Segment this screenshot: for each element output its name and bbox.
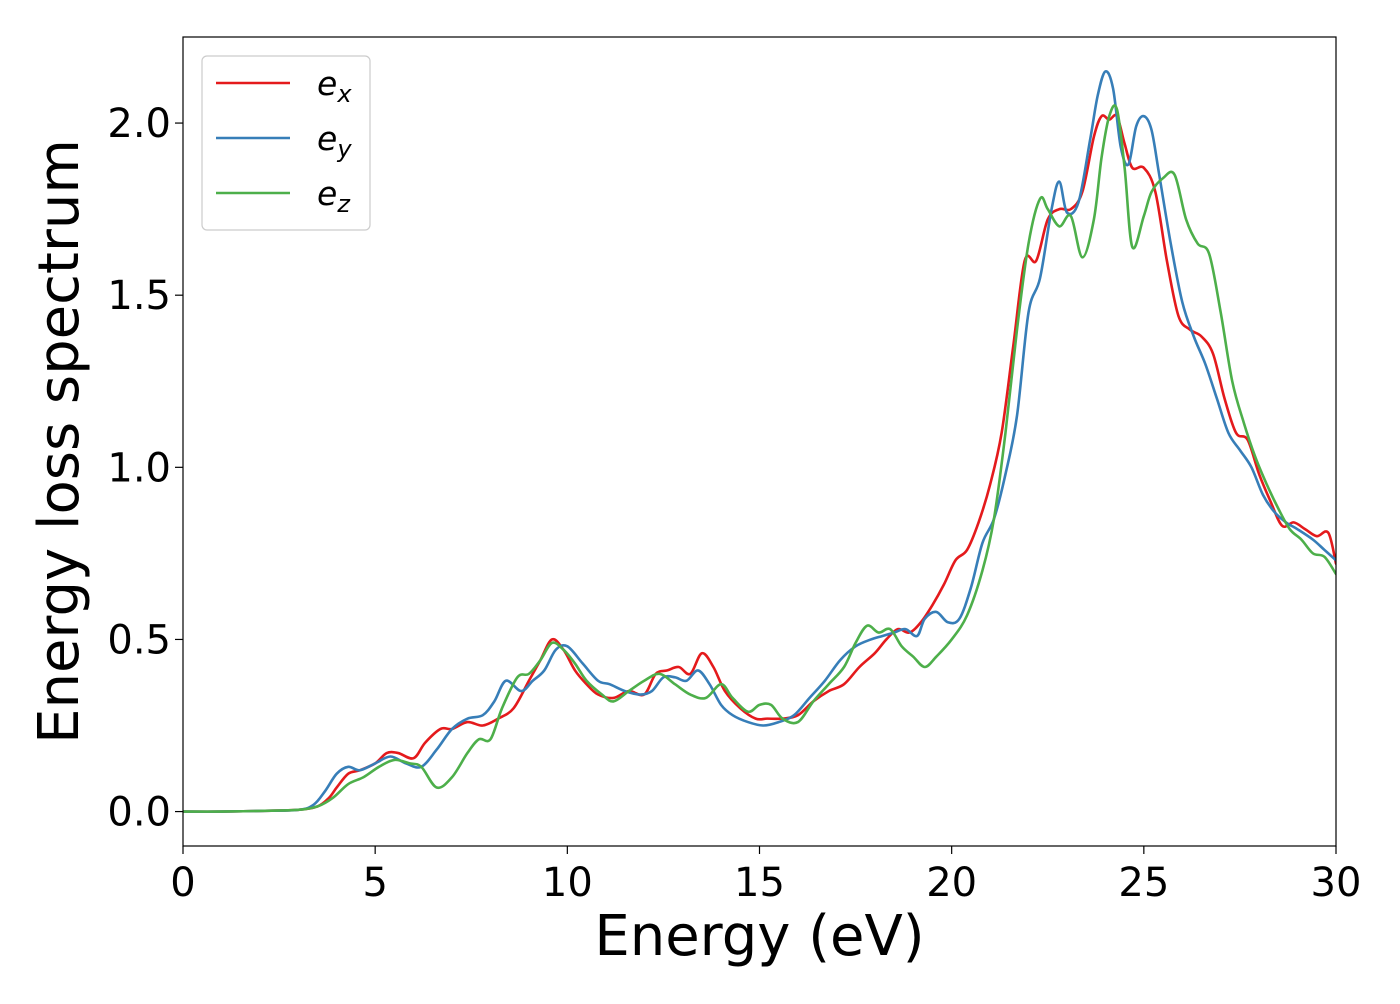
x-axis-label: Energy (eV): [594, 904, 924, 969]
x-tick-label: 25: [1118, 860, 1169, 906]
y-tick-label: 0.5: [107, 617, 171, 663]
x-tick-label: 30: [1311, 860, 1362, 906]
x-tick-label: 0: [170, 860, 195, 906]
legend-box: [201, 55, 371, 231]
x-tick-label: 20: [926, 860, 977, 906]
y-axis-label: Energy loss spectrum: [27, 139, 92, 744]
x-tick-label: 5: [362, 860, 387, 906]
y-tick-label: 2.0: [107, 101, 171, 147]
x-axis-ticks: 0 5 10 15 20 25 30: [170, 846, 1361, 906]
y-tick-label: 0.0: [107, 790, 171, 836]
x-tick-label: 15: [734, 860, 785, 906]
legend-label-x: ex: [317, 64, 352, 108]
y-axis-ticks: 0.0 0.5 1.0 1.5 2.0: [107, 101, 183, 836]
series-layer: [183, 70, 1336, 813]
series-line-x: [183, 113, 1336, 813]
series-line-z: [183, 104, 1336, 813]
y-tick-label: 1.0: [107, 445, 171, 491]
x-tick-label: 10: [542, 860, 593, 906]
y-tick-label: 1.5: [107, 273, 171, 319]
legend-label-y: ey: [317, 119, 352, 163]
legend: ex ey ez: [201, 55, 371, 231]
legend-label-z: ez: [317, 174, 351, 218]
